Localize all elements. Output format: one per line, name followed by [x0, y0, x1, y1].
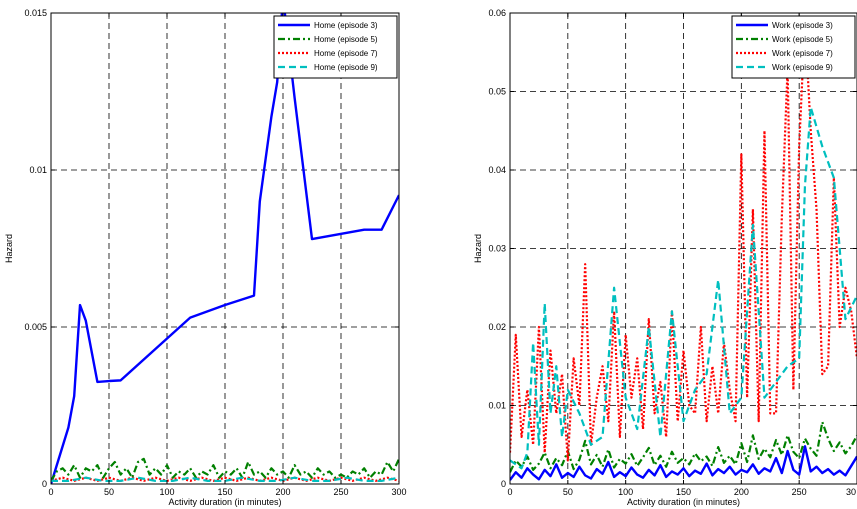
- series-line-1: [510, 445, 857, 481]
- y-axis-label: Hazard: [4, 234, 14, 263]
- series-line-3: [51, 476, 399, 482]
- y-tick-label: 0.04: [488, 165, 506, 175]
- legend-label-3: Home (episode 7): [314, 49, 378, 58]
- x-axis-label: Activity duration (in minutes): [168, 497, 281, 507]
- legend-label-2: Work (episode 5): [772, 35, 833, 44]
- x-tick-label: 150: [676, 487, 691, 497]
- legend: Work (episode 3) Work (episode 5) Work (ep…: [731, 15, 856, 79]
- legend-label-1: Home (episode 3): [314, 21, 378, 30]
- y-tick-label: 0.02: [488, 322, 506, 332]
- y-tick-label: 0.01: [488, 401, 506, 411]
- legend-label-4: Work (episode 9): [772, 63, 833, 72]
- y-tick-label: 0.03: [488, 244, 506, 254]
- x-tick-label: 250: [792, 487, 807, 497]
- series-line-3: [510, 19, 857, 462]
- x-tick-label: 150: [217, 487, 232, 497]
- x-tick-label: 250: [333, 487, 348, 497]
- x-tick-label: 300: [391, 487, 406, 497]
- legend-label-3: Work (episode 7): [772, 49, 833, 58]
- series-line-1: [51, 13, 399, 484]
- x-tick-label: 30: [846, 487, 856, 497]
- y-tick-label: 0: [42, 479, 47, 489]
- x-tick-label: 50: [563, 487, 573, 497]
- x-tick-label: 0: [507, 487, 512, 497]
- chart-panel-1: 0 50 100 150 200 250 300 0 0.005 0.01 0.015 Activit…: [4, 8, 407, 507]
- y-tick-label: 0.01: [29, 165, 47, 175]
- y-axis-label: Hazard: [473, 234, 483, 263]
- x-tick-label: 50: [104, 487, 114, 497]
- legend-label-2: Home (episode 5): [314, 35, 378, 44]
- x-tick-label: 100: [618, 487, 633, 497]
- series-line-2: [51, 457, 399, 482]
- legend-label-4: Home (episode 9): [314, 63, 378, 72]
- x-tick-label: 100: [159, 487, 174, 497]
- y-tick-label: 0.015: [24, 8, 47, 18]
- series-line-4: [510, 106, 857, 470]
- legend: Home (episode 3) Home (episode 5) Home (ep…: [273, 15, 398, 79]
- x-tick-label: 200: [275, 487, 290, 497]
- chart-panel-2: 0 50 100 150 200 250 3000.010.020.030.040.050.…: [473, 8, 857, 507]
- y-tick-label: 0.05: [488, 87, 506, 97]
- y-tick-label: 0.06: [488, 8, 506, 18]
- x-axis-label: Activity duration (in minutes): [627, 497, 740, 507]
- x-tick-label: 0: [48, 487, 53, 497]
- x-tick-label: 200: [734, 487, 749, 497]
- y-tick-label: 0: [501, 479, 506, 489]
- y-tick-label: 0.005: [24, 322, 47, 332]
- legend-label-1: Work (episode 3): [772, 21, 833, 30]
